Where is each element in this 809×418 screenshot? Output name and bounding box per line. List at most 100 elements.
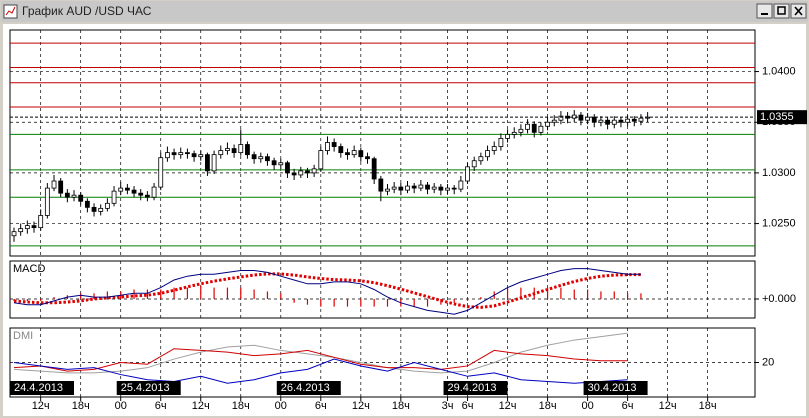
candle-body (98, 207, 104, 212)
candle-body (251, 154, 257, 160)
y-tick-label: 1.0400 (762, 65, 796, 77)
histogram-bar (306, 299, 309, 305)
candle-body (278, 162, 284, 166)
candle-body (445, 187, 450, 191)
y-tick-label: 1.0300 (762, 167, 796, 179)
close-button[interactable] (790, 3, 807, 19)
candle-body (371, 158, 377, 180)
candle-body (111, 190, 117, 204)
histogram-bar (320, 299, 322, 307)
candle-body (471, 160, 477, 168)
candle-body (578, 114, 584, 121)
histogram-bar (80, 293, 82, 299)
candle-body (265, 156, 270, 162)
candle-body (118, 187, 124, 192)
candle-body (124, 187, 130, 191)
candle-body (211, 154, 217, 172)
current-price-box (757, 110, 807, 125)
histogram-bar (466, 299, 469, 301)
x-tick-label: 18ч (392, 400, 410, 412)
candle-body (631, 118, 637, 122)
histogram-bar (133, 289, 135, 299)
candle-body (538, 125, 544, 133)
histogram-bar (573, 289, 575, 299)
x-tick-label: 6ч (462, 400, 474, 412)
candle-body (305, 170, 310, 174)
y-tick-label: +0.000 (762, 293, 796, 305)
indicator-line (13, 332, 628, 374)
histogram-bar (200, 285, 202, 299)
maximize-button[interactable] (773, 3, 790, 19)
candle-body (525, 123, 530, 130)
panel-frame (9, 29, 756, 257)
histogram-bar (613, 291, 615, 299)
candle-body (24, 225, 30, 230)
current-price-label: 1.0355 (760, 111, 794, 123)
x-tick-label: 6ч (155, 400, 167, 412)
histogram-bar (280, 293, 282, 299)
candle-body (78, 194, 84, 202)
candle-body (545, 121, 550, 127)
candle-body (505, 133, 510, 139)
minimize-button[interactable] (756, 3, 773, 19)
candle-body (298, 170, 304, 176)
candle-body (151, 186, 157, 198)
x-tick-label: 18ч (539, 400, 557, 412)
candle-body (451, 187, 457, 190)
x-tick-label: 12ч (352, 400, 370, 412)
x-tick-label: 18ч (232, 400, 250, 412)
x-tick-label: 00 (115, 400, 127, 412)
date-label-box (583, 381, 648, 395)
candle-body (198, 154, 204, 158)
candle-body (58, 180, 64, 194)
candle-body (231, 148, 237, 154)
date-label: 30.4.2013 (588, 382, 637, 394)
window-title: График AUD /USD ЧАС (22, 4, 152, 18)
x-tick-label: 18ч (699, 400, 717, 412)
candle-body (171, 152, 177, 156)
candle-body (418, 184, 424, 189)
candle-body (618, 119, 624, 123)
candle-body (131, 189, 137, 194)
candle-body (625, 118, 631, 123)
histogram-bar (240, 287, 242, 299)
candle-body (518, 128, 524, 133)
candle-body (531, 123, 537, 133)
candle-body (485, 150, 490, 158)
candle-body (391, 186, 397, 190)
candle-body (218, 150, 224, 156)
histogram-bar (520, 287, 522, 299)
x-tick-label: 6ч (315, 400, 327, 412)
histogram-bar (640, 293, 642, 299)
candle-body (411, 185, 417, 189)
candle-body (591, 116, 597, 123)
histogram-bar (186, 287, 189, 299)
candle-body (338, 146, 344, 154)
histogram-bar (13, 299, 15, 301)
histogram-bar (506, 287, 509, 299)
histogram-bar (346, 299, 349, 307)
x-tick-label: 18ч (72, 400, 90, 412)
panel-frame (9, 260, 756, 319)
histogram-bar (53, 297, 55, 299)
candle-body (511, 131, 517, 135)
date-label-box (116, 381, 181, 395)
histogram-bar (586, 289, 589, 299)
date-label: 24.4.2013 (14, 382, 63, 394)
candle-body (51, 180, 57, 189)
indicator-line (13, 348, 628, 372)
histogram-bar (146, 289, 148, 299)
histogram-bar (386, 299, 389, 307)
histogram-bar (266, 291, 269, 299)
indicator-line (13, 358, 628, 384)
candle-body (611, 119, 617, 125)
x-tick-label: 6ч (622, 400, 634, 412)
candle-body (571, 114, 577, 119)
histogram-bar (546, 287, 549, 299)
candle-body (598, 119, 604, 123)
histogram-bar (600, 291, 602, 299)
x-tick-label: 00 (581, 400, 593, 412)
title-bar (1, 1, 808, 22)
histogram-bar (560, 287, 562, 299)
